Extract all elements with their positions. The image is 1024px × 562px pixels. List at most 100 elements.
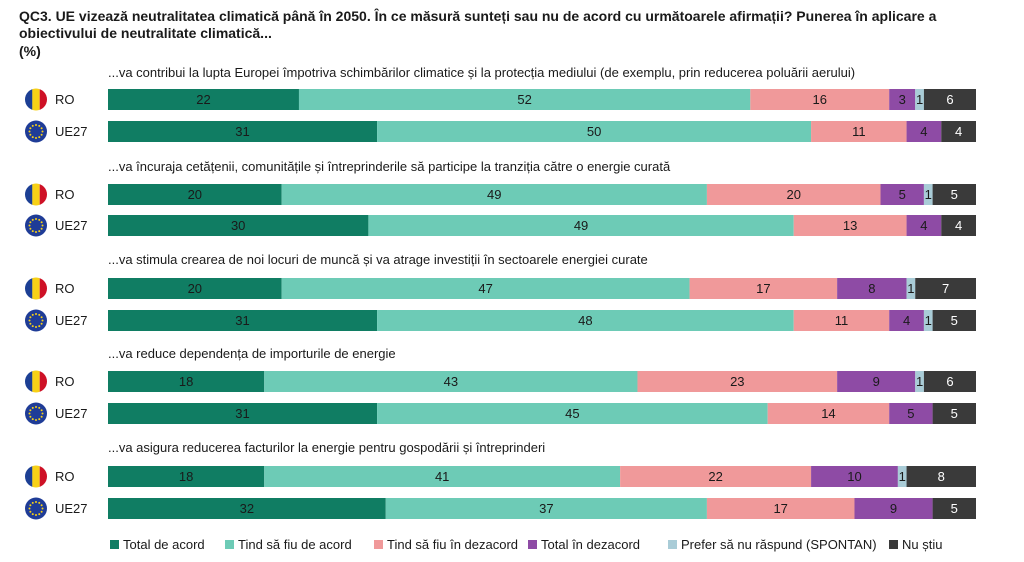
row-label: RO — [55, 469, 75, 484]
bar-segment-tind-de-acord — [264, 371, 638, 392]
bar-segment-nu-stiu — [923, 371, 976, 392]
data-label: 50 — [587, 124, 601, 139]
question-group: ...va încuraja cetățenii, comunitățile ș… — [25, 159, 976, 237]
data-label: 1 — [899, 469, 906, 484]
legend-label: Tind să fiu în dezacord — [387, 537, 518, 552]
chart-title: QC3. UE vizează neutralitatea climatică … — [19, 8, 937, 41]
bar-row: UE27 30 49 13 4 4 — [25, 214, 976, 237]
data-label: 5 — [907, 406, 914, 421]
data-label: 32 — [240, 501, 254, 516]
bar-segment-tind-de-acord — [377, 121, 812, 142]
data-label: 20 — [188, 281, 202, 296]
bar-segment-tind-dezacord — [706, 184, 881, 205]
question-group: ...va contribui la lupta Europei împotri… — [25, 65, 976, 143]
data-label: 14 — [821, 406, 835, 421]
data-label: 22 — [196, 92, 210, 107]
eu-flag-icon — [25, 402, 47, 425]
bar-segment-total-dezacord — [906, 121, 942, 142]
bar-segment-nu-stiu — [923, 89, 976, 110]
data-label: 22 — [708, 469, 722, 484]
data-label: 18 — [179, 469, 193, 484]
data-label: 1 — [925, 187, 932, 202]
row-label: RO — [55, 187, 75, 202]
bar-segment-total-dezacord — [889, 310, 924, 331]
ro-flag-icon — [25, 465, 47, 488]
data-label: 5 — [951, 406, 958, 421]
bar-segment-prefer-nu-raspund — [906, 278, 916, 299]
data-label: 11 — [852, 124, 866, 139]
bar-segment-nu-stiu — [932, 498, 976, 519]
question-group: ...va asigura reducerea facturilor la en… — [25, 440, 976, 520]
data-label: 10 — [847, 469, 861, 484]
ro-flag-icon — [25, 183, 47, 206]
bar-segment-total-dezacord — [837, 278, 907, 299]
data-label: 1 — [916, 92, 923, 107]
eu-flag-icon — [25, 214, 47, 237]
bar-segment-tind-dezacord — [811, 121, 907, 142]
data-label: 5 — [899, 187, 906, 202]
data-label: 30 — [231, 218, 245, 233]
bar-segment-tind-dezacord — [620, 466, 812, 487]
bar-row: UE27 32 37 17 9 5 — [25, 497, 976, 520]
legend-swatch — [528, 540, 537, 549]
statement-label: ...va reduce dependența de importurile d… — [108, 346, 396, 361]
bar-segment-tind-dezacord — [689, 278, 838, 299]
legend-swatch — [225, 540, 234, 549]
legend-swatch — [889, 540, 898, 549]
data-label: 18 — [179, 374, 193, 389]
data-label: 7 — [942, 281, 949, 296]
legend-label: Total în dezacord — [541, 537, 640, 552]
statement-label: ...va stimula crearea de noi locuri de m… — [108, 252, 648, 267]
legend: Total de acord Tind să fiu de acord Tind s… — [110, 537, 942, 552]
bar-segment-total-de-acord — [108, 498, 386, 519]
data-label: 1 — [925, 313, 932, 328]
legend-item: Prefer să nu răspund (SPONTAN) — [668, 537, 877, 552]
data-label: 52 — [517, 92, 531, 107]
data-label: 5 — [951, 313, 958, 328]
bar-segment-nu-stiu — [932, 184, 976, 205]
row-label: RO — [55, 92, 75, 107]
data-label: 1 — [916, 374, 923, 389]
data-label: 1 — [907, 281, 914, 296]
bar-row: UE27 31 48 11 4 1 5 — [25, 309, 976, 332]
bar-segment-nu-stiu — [932, 310, 976, 331]
legend-label: Prefer să nu răspund (SPONTAN) — [681, 537, 877, 552]
bar-row: UE27 31 45 14 5 5 — [25, 402, 976, 425]
bar-segment-total-de-acord — [108, 371, 265, 392]
data-label: 31 — [235, 313, 249, 328]
bar-segment-nu-stiu — [915, 278, 976, 299]
bar-segment-total-dezacord — [854, 498, 933, 519]
bar-segment-prefer-nu-raspund — [923, 184, 933, 205]
statement-label: ...va asigura reducerea facturilor la en… — [108, 440, 545, 455]
eu-flag-icon — [25, 120, 47, 143]
bar-row: RO 20 49 20 5 1 5 — [25, 183, 976, 206]
bar-segment-total-dezacord — [906, 215, 942, 236]
bar-segment-tind-de-acord — [298, 89, 751, 110]
legend-item: Total în dezacord — [528, 537, 640, 552]
data-label: 43 — [444, 374, 458, 389]
ro-flag-icon — [25, 370, 47, 393]
bar-segment-tind-de-acord — [385, 498, 707, 519]
data-label: 5 — [951, 501, 958, 516]
eu-flag-icon — [25, 497, 47, 520]
legend-item: Nu știu — [889, 537, 942, 552]
bar-segment-prefer-nu-raspund — [923, 310, 933, 331]
data-label: 8 — [938, 469, 945, 484]
legend-label: Nu știu — [902, 537, 942, 552]
bar-segment-total-dezacord — [811, 466, 898, 487]
bar-segment-tind-de-acord — [281, 278, 690, 299]
question-group: ...va stimula crearea de noi locuri de m… — [25, 252, 976, 332]
row-label: UE27 — [55, 406, 88, 421]
ro-flag-icon — [25, 277, 47, 300]
data-label: 5 — [951, 187, 958, 202]
data-label: 16 — [813, 92, 827, 107]
legend-item: Tind să fiu de acord — [225, 537, 352, 552]
data-label: 20 — [786, 187, 800, 202]
bar-row: UE27 31 50 11 4 4 — [25, 120, 976, 143]
bar-segment-tind-dezacord — [750, 89, 890, 110]
data-label: 45 — [565, 406, 579, 421]
data-label: 49 — [487, 187, 501, 202]
data-label: 17 — [756, 281, 770, 296]
bar-segment-total-dezacord — [889, 403, 933, 424]
